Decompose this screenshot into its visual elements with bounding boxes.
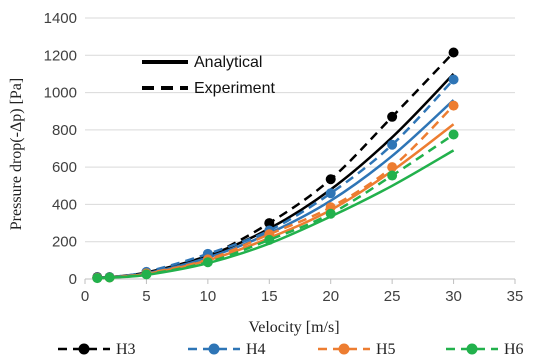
data-point-h3 — [448, 47, 459, 58]
legend-item-h6: H6 — [446, 341, 524, 358]
data-point-h6 — [92, 273, 103, 284]
x-tick-label: 15 — [261, 288, 278, 305]
y-tick-label: 1200 — [44, 47, 77, 64]
experiment-line-h5 — [97, 104, 455, 280]
data-point-h6 — [264, 234, 275, 245]
series-legend: H3 H4 H5 H6 — [58, 341, 524, 358]
x-tick-label: 0 — [81, 288, 89, 305]
legend-swatch-marker-h5 — [338, 343, 350, 355]
legend-item-h5: H5 — [318, 341, 396, 358]
x-tick-label: 25 — [384, 288, 401, 305]
legend-label-h5: H5 — [376, 341, 396, 358]
x-tick-label: 20 — [322, 288, 339, 305]
legend-label-analytical: Analytical — [194, 54, 262, 71]
data-point-h6 — [448, 129, 459, 140]
style-legend: Analytical Experiment — [142, 54, 275, 97]
data-point-h6 — [387, 170, 398, 181]
x-tick-label: 10 — [200, 288, 217, 305]
data-point-h3 — [387, 111, 398, 122]
x-axis-title: Velocity [m/s] — [248, 319, 339, 336]
legend-label-h3: H3 — [116, 341, 136, 358]
x-tick-label: 30 — [445, 288, 462, 305]
legend-label-h4: H4 — [246, 341, 266, 358]
x-tick-label: 35 — [507, 288, 524, 305]
y-tick-label: 1400 — [44, 10, 77, 27]
y-tick-label: 1000 — [44, 85, 77, 102]
experiment-line-h6 — [97, 133, 455, 280]
analytical-line-h6 — [97, 149, 455, 280]
y-tick-label: 600 — [52, 159, 77, 176]
analytical-line-h3 — [97, 73, 455, 280]
legend-swatch-marker-h3 — [78, 343, 90, 355]
series-h5 — [92, 100, 459, 283]
data-point-h5 — [387, 162, 398, 173]
legend-swatch-marker-h6 — [466, 343, 478, 355]
y-tick-label: 800 — [52, 122, 77, 139]
legend-label-h6: H6 — [504, 341, 524, 358]
analytical-line-h4 — [97, 99, 455, 280]
y-tick-label: 200 — [52, 234, 77, 251]
data-point-h6 — [141, 269, 152, 280]
data-point-h4 — [325, 188, 336, 199]
data-point-h3 — [325, 174, 336, 185]
data-point-h6 — [104, 272, 115, 283]
data-point-h5 — [448, 100, 459, 111]
series-h3 — [92, 47, 459, 283]
legend-label-experiment: Experiment — [194, 80, 275, 97]
y-tick-label: 0 — [69, 271, 77, 288]
gridlines — [85, 17, 515, 243]
data-point-h4 — [387, 139, 398, 150]
x-axis: 0 5 10 15 20 25 30 35 — [81, 278, 524, 305]
legend-item-h3: H3 — [58, 341, 136, 358]
data-point-h6 — [325, 208, 336, 219]
series-h6 — [92, 129, 459, 284]
x-tick-label: 5 — [142, 288, 150, 305]
data-point-h3 — [264, 218, 275, 229]
data-point-h6 — [202, 257, 213, 268]
legend-swatch-marker-h4 — [208, 343, 220, 355]
analytical-line-h5 — [97, 123, 455, 280]
y-axis-ticks: 0 200 400 600 800 1000 1200 1400 — [44, 10, 77, 288]
experiment-line-h4 — [97, 78, 455, 279]
legend-item-h4: H4 — [188, 341, 266, 358]
plot-series — [92, 47, 459, 284]
y-tick-label: 400 — [52, 196, 77, 213]
y-axis-title: Pressure drop(-Δp) [Pa] — [8, 78, 25, 230]
data-point-h4 — [448, 74, 459, 85]
